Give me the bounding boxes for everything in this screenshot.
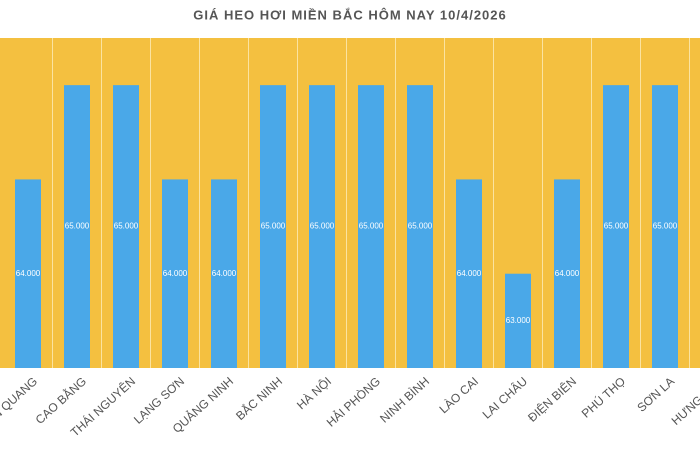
x-tick-label: LÀO CAI: [436, 373, 481, 416]
value-label: 65.000: [604, 222, 629, 231]
value-label: 65.000: [65, 222, 90, 231]
value-label: 65.000: [261, 222, 286, 231]
x-tick-label: HÀ NỘI: [293, 373, 334, 412]
bar: [309, 85, 335, 369]
value-label: 65.000: [310, 222, 335, 231]
x-tick-label: NINH BÌNH: [377, 373, 433, 425]
bar: [456, 179, 482, 368]
bar: [358, 85, 384, 369]
x-tick-label: HẢI PHÒNG: [323, 373, 383, 429]
plot-area: [0, 38, 700, 368]
value-label: 65.000: [114, 222, 139, 231]
x-tick-label: BẮC NINH: [232, 373, 285, 423]
bar: [407, 85, 433, 369]
bar: [652, 85, 678, 369]
bar: [554, 179, 580, 368]
value-label: 64.000: [555, 269, 580, 278]
x-tick-label: SƠN LA: [634, 374, 677, 415]
chart-title: GIÁ HEO HƠI MIỀN BẮC HÔM NAY 10/4/2026: [193, 7, 507, 22]
value-label: 65.000: [359, 222, 384, 231]
value-label: 64.000: [163, 269, 188, 278]
x-tick-label: PHÚ THỌ: [578, 373, 628, 420]
bar: [505, 273, 531, 368]
value-label: 64.000: [457, 269, 482, 278]
bar: [64, 85, 90, 369]
bar: [260, 85, 286, 369]
bar: [162, 179, 188, 368]
bar: [113, 85, 139, 369]
value-label: 65.000: [653, 222, 678, 231]
x-tick-label: TUYÊN QUANG: [0, 373, 40, 443]
value-label: 63.000: [506, 316, 531, 325]
bar: [211, 179, 237, 368]
bar: [15, 179, 41, 368]
value-label: 64.000: [16, 269, 41, 278]
x-tick-label: LAI CHÂU: [479, 373, 530, 421]
value-label: 65.000: [408, 222, 433, 231]
x-tick-label: ĐIỆN BIÊN: [524, 373, 579, 424]
bar: [603, 85, 629, 369]
value-label: 64.000: [212, 269, 237, 278]
